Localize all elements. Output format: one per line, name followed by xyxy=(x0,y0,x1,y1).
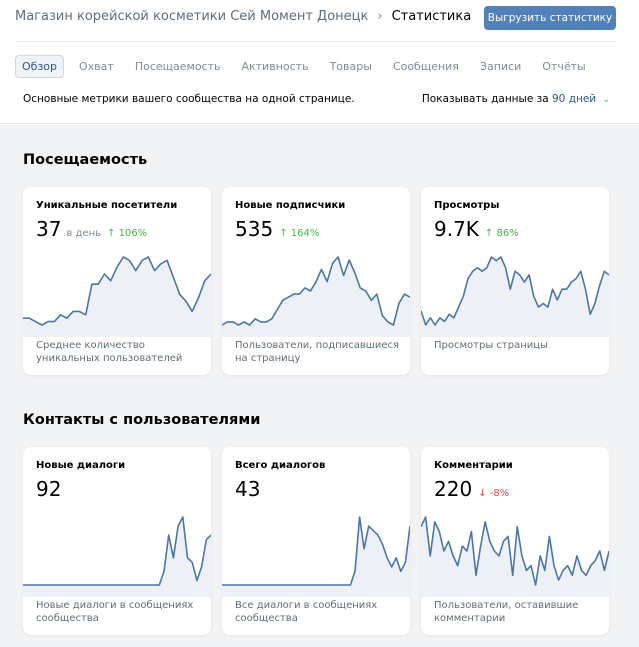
period-label: Показывать данные за xyxy=(421,93,549,105)
stat-value: 43 xyxy=(235,477,261,501)
stat-value: 220 xyxy=(434,477,473,501)
sparkline-line xyxy=(421,256,609,326)
sparkline-area xyxy=(222,517,410,597)
stat-value: 92 xyxy=(36,477,62,501)
stat-card[interactable]: Уникальные посетители 37 в день ↑ 106% Средн… xyxy=(23,187,211,375)
breadcrumb-current: Статистика xyxy=(391,9,472,24)
tab-7[interactable]: Отчёты xyxy=(542,60,586,73)
stat-unit: в день xyxy=(66,228,102,239)
sparkline-line xyxy=(222,516,410,586)
stat-caption: Среднее количество уникальных пользовате… xyxy=(36,340,183,364)
stat-value: 535 xyxy=(235,217,274,241)
stat-delta-down-arrow-icon: ↓ -8% xyxy=(478,488,510,499)
sparkline-line xyxy=(421,516,609,586)
stat-caption: Все диалоги в сообщениях сообщества xyxy=(235,600,378,624)
stat-value-row: 535 ↑ 164% xyxy=(235,217,319,241)
sparkline-chart xyxy=(222,256,410,337)
stat-card[interactable]: Новые подписчики 535 ↑ 164% Пользователи, п… xyxy=(222,187,410,375)
stat-caption: Новые диалоги в сообщениях сообщества xyxy=(36,600,194,624)
divider xyxy=(15,41,616,42)
stat-card-title: Уникальные посетители xyxy=(36,200,178,211)
stat-card[interactable]: Комментарии 220 ↓ -8% Пользователи, оставив… xyxy=(421,447,609,635)
stat-value: 9.7K xyxy=(434,217,479,241)
stat-value-row: 43 xyxy=(235,477,260,501)
stat-caption: Пользователи, оставившие комментарии xyxy=(434,600,579,624)
sparkline-line xyxy=(23,516,211,586)
stats-tabs: Обзор Охват Посещаемость Активность Товары Со… xyxy=(15,55,601,78)
stat-card[interactable]: Новые диалоги 92 Новые диалоги в сообщения… xyxy=(23,447,211,635)
sparkline-line xyxy=(23,256,211,326)
sparkline-area xyxy=(421,257,609,337)
stat-delta-up-arrow-icon: ↑ 106% xyxy=(107,228,148,239)
stat-value: 37 xyxy=(36,217,62,241)
tab-2[interactable]: Посещаемость xyxy=(134,60,221,73)
tab-3[interactable]: Активность xyxy=(241,60,309,73)
breadcrumb-community-link[interactable]: Магазин корейской косметики Сей Момент Д… xyxy=(15,9,369,24)
sparkline-chart xyxy=(23,516,211,597)
stat-value-row: 92 xyxy=(36,477,61,501)
stat-value-row: 9.7K ↑ 86% xyxy=(434,217,519,241)
stat-value-row: 220 ↓ -8% xyxy=(434,477,509,501)
section-title-attendance: Посещаемость xyxy=(23,152,148,168)
period-value[interactable]: 90 дней xyxy=(552,93,597,105)
stat-caption: Пользователи, подписавшиеся на страницу xyxy=(235,340,400,364)
sparkline-chart xyxy=(222,516,410,597)
section-title-contacts: Контакты с пользователями xyxy=(23,412,261,428)
tab-4[interactable]: Товары xyxy=(329,60,372,73)
stat-card-title: Всего диалогов xyxy=(235,460,326,471)
breadcrumb-chevron-icon: › xyxy=(377,9,383,24)
stat-caption: Просмотры страницы xyxy=(434,340,548,351)
sparkline-area xyxy=(222,257,410,337)
stat-card-title: Новые диалоги xyxy=(36,460,126,471)
tab-0[interactable]: Обзор xyxy=(15,55,65,78)
page-description: Основные метрики вашего сообщества на од… xyxy=(23,93,355,105)
sparkline-area xyxy=(23,257,211,337)
stat-delta-up-arrow-icon: ↑ 86% xyxy=(484,228,519,239)
tab-1[interactable]: Охват xyxy=(79,60,114,73)
stat-card[interactable]: Всего диалогов 43 Все диалоги в сообщениях… xyxy=(222,447,410,635)
stat-card-title: Новые подписчики xyxy=(235,200,346,211)
tab-6[interactable]: Записи xyxy=(479,60,522,73)
export-stats-button[interactable]: Выгрузить статистику xyxy=(484,6,616,30)
stat-card-title: Комментарии xyxy=(434,460,513,471)
breadcrumb: Магазин корейской косметики Сей Момент Д… xyxy=(15,9,471,24)
page-header: Магазин корейской косметики Сей Момент Д… xyxy=(0,0,639,124)
stats-content: Посещаемость Уникальные посетители 37 в ден… xyxy=(0,125,639,647)
tab-5[interactable]: Сообщения xyxy=(392,60,459,73)
period-selector[interactable]: Показывать данные за 90 дней ⌄ xyxy=(422,93,610,105)
stat-card[interactable]: Просмотры 9.7K ↑ 86% Просмотры страницы xyxy=(421,187,609,375)
sparkline-chart xyxy=(421,256,609,337)
sparkline-line xyxy=(222,256,410,326)
sparkline-chart xyxy=(23,256,211,337)
stat-card-title: Просмотры xyxy=(434,200,500,211)
chevron-down-icon: ⌄ xyxy=(602,95,610,105)
sparkline-chart xyxy=(421,516,609,597)
stat-delta-up-arrow-icon: ↑ 164% xyxy=(279,228,320,239)
stat-value-row: 37 в день ↑ 106% xyxy=(36,217,147,241)
sparkline-area xyxy=(23,517,211,597)
